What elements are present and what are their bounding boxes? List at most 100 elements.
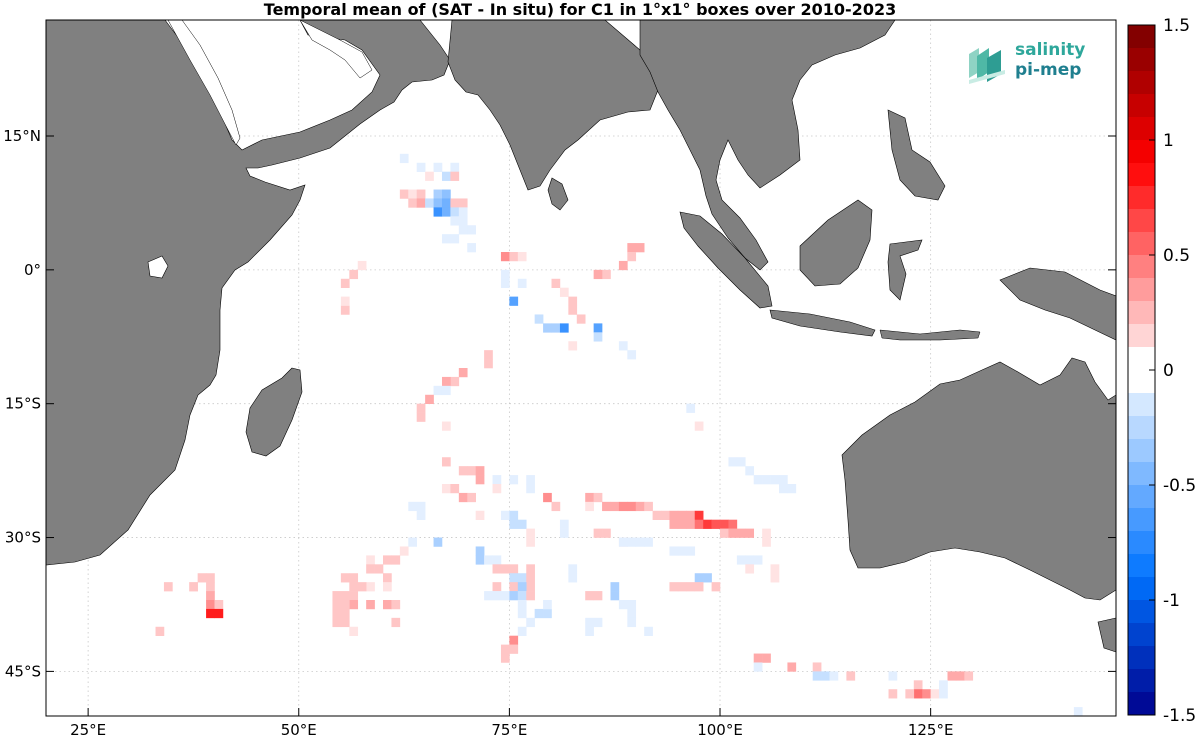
data-cell-17 xyxy=(450,198,460,208)
data-cell-242 xyxy=(728,457,738,467)
colorbar-step-28 xyxy=(1128,669,1155,693)
colorbar-step-11 xyxy=(1128,278,1155,302)
data-cell-210 xyxy=(543,600,552,610)
data-cell-173 xyxy=(366,600,375,610)
colorbar-step-2 xyxy=(1128,71,1155,95)
data-cell-9 xyxy=(416,189,426,199)
data-cell-144 xyxy=(745,564,755,574)
data-cell-26 xyxy=(467,225,476,235)
data-cell-68 xyxy=(441,385,451,396)
data-cell-261 xyxy=(888,689,898,699)
data-cell-245 xyxy=(753,475,763,485)
colorbar-step-21 xyxy=(1128,508,1155,532)
data-cell-114 xyxy=(677,510,687,520)
data-cell-266 xyxy=(930,689,940,699)
data-cell-90 xyxy=(408,501,418,512)
x-tick-label-1: 50°E xyxy=(281,721,317,739)
colorbar-step-27 xyxy=(1128,646,1155,670)
data-cell-116 xyxy=(694,510,704,520)
colorbar-step-4 xyxy=(1128,117,1155,141)
data-cell-223 xyxy=(214,600,224,610)
colorbar-step-10 xyxy=(1128,255,1155,279)
data-cell-115 xyxy=(686,510,696,520)
data-cell-164 xyxy=(383,582,392,592)
persian-gulf xyxy=(299,19,373,79)
data-cell-272 xyxy=(1073,707,1083,717)
data-cell-75 xyxy=(458,466,468,476)
colorbar-ticks: 1.5 1 0.5 0 -0.5 -1 -1.5 xyxy=(1149,16,1196,726)
data-cell-146 xyxy=(694,573,704,583)
land-africa-arabia xyxy=(45,19,451,566)
colorbar-step-20 xyxy=(1128,485,1155,509)
data-cell-135 xyxy=(635,537,645,547)
x-tick-label-2: 75°E xyxy=(491,721,527,739)
data-cell-252 xyxy=(762,653,771,663)
data-cell-28 xyxy=(450,234,460,244)
data-cell-262 xyxy=(913,680,923,690)
colorbar-tick-label-0: 1.5 xyxy=(1163,16,1190,36)
data-cell-182 xyxy=(391,617,401,628)
data-cell-253 xyxy=(753,662,763,672)
data-cell-200 xyxy=(500,591,510,601)
data-cell-23 xyxy=(450,216,460,226)
land-madagascar xyxy=(245,367,303,457)
data-cell-24 xyxy=(458,216,468,226)
data-cell-228 xyxy=(568,564,578,574)
data-cell-86 xyxy=(526,475,535,485)
data-cell-45 xyxy=(534,314,544,324)
data-cell-112 xyxy=(661,510,670,520)
colorbar-step-0 xyxy=(1128,25,1155,49)
data-cell-177 xyxy=(340,600,350,610)
data-cell-89 xyxy=(551,501,561,512)
data-cell-179 xyxy=(340,608,350,619)
colorbar-step-25 xyxy=(1128,600,1155,624)
data-cell-224 xyxy=(206,608,215,619)
data-cell-101 xyxy=(559,528,569,538)
data-cell-225 xyxy=(214,608,224,619)
lake-victoria xyxy=(147,255,169,279)
data-cell-235 xyxy=(627,600,637,610)
plot-frame xyxy=(45,19,1117,717)
data-cell-93 xyxy=(475,510,485,520)
data-cell-152 xyxy=(711,582,721,592)
data-cell-181 xyxy=(340,617,350,628)
data-cell-69 xyxy=(425,394,434,404)
data-cell-238 xyxy=(644,626,653,636)
colorbar-step-7 xyxy=(1128,186,1155,210)
data-cell-6 xyxy=(450,171,460,181)
data-cell-60 xyxy=(340,305,350,315)
data-cell-215 xyxy=(500,653,510,663)
data-cell-42 xyxy=(509,296,519,306)
colorbar-step-3 xyxy=(1128,94,1155,118)
data-cell-211 xyxy=(517,626,527,636)
y-tick-label-3: 30°S xyxy=(5,529,41,547)
data-cell-271 xyxy=(939,689,948,699)
data-cell-153 xyxy=(770,573,780,583)
land-sri-lanka xyxy=(547,177,569,211)
data-cell-35 xyxy=(627,252,637,262)
data-cell-110 xyxy=(644,501,653,512)
data-cell-46 xyxy=(543,323,552,333)
data-cell-30 xyxy=(500,252,510,262)
data-cell-81 xyxy=(492,475,502,485)
data-cell-67 xyxy=(433,385,443,396)
colorbar-tick-label-1: 1 xyxy=(1163,131,1174,151)
data-cell-117 xyxy=(669,519,679,529)
colorbar-step-22 xyxy=(1128,531,1155,555)
data-cell-162 xyxy=(383,573,392,583)
data-cell-3 xyxy=(450,162,460,172)
data-cell-169 xyxy=(340,573,350,583)
data-cell-142 xyxy=(753,555,763,565)
data-cell-175 xyxy=(391,600,401,610)
data-cell-102 xyxy=(585,492,594,503)
data-cell-129 xyxy=(762,528,771,538)
data-cell-264 xyxy=(922,689,931,699)
colorbar-step-9 xyxy=(1128,232,1155,256)
data-cell-98 xyxy=(526,528,535,538)
data-cell-213 xyxy=(500,644,510,654)
data-cell-11 xyxy=(441,189,451,199)
data-cell-240 xyxy=(593,617,603,628)
data-cell-4 xyxy=(425,171,434,181)
data-cell-128 xyxy=(745,528,755,538)
